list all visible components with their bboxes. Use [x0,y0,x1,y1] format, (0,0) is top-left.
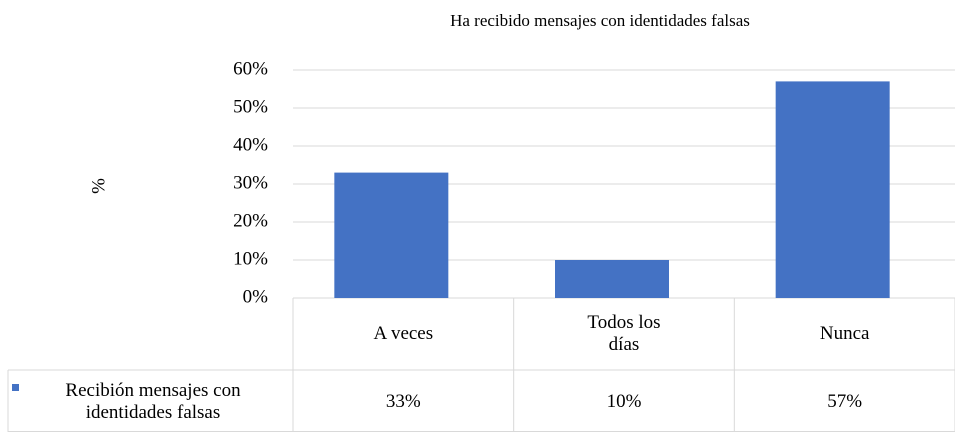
chart-title: Ha recibido mensajes con identidades fal… [450,11,750,30]
bar [334,172,449,298]
bar [555,260,669,298]
y-tick-label: 30% [233,172,268,193]
y-tick-label: 20% [233,210,268,231]
x-tick-label: Todos los días [587,312,661,355]
y-tick-label: 40% [233,134,268,155]
y-axis-label: % [88,178,109,194]
legend-key [12,384,19,391]
y-tick-label: 60% [233,58,268,79]
x-tick-label: Nunca [819,323,870,344]
legend-label: Recibión mensajes con identidades falsas [65,379,241,423]
x-tick-label: A veces [373,323,434,344]
y-tick-label: 10% [233,248,268,269]
value-label: 57% [827,390,863,412]
y-tick-label: 50% [233,96,268,117]
legend-entry: Recibión mensajes con identidades falsas [10,371,290,432]
value-label: 33% [385,390,421,412]
y-tick-label: 0% [243,286,269,307]
bar [775,81,890,299]
value-label: 10% [606,390,642,412]
